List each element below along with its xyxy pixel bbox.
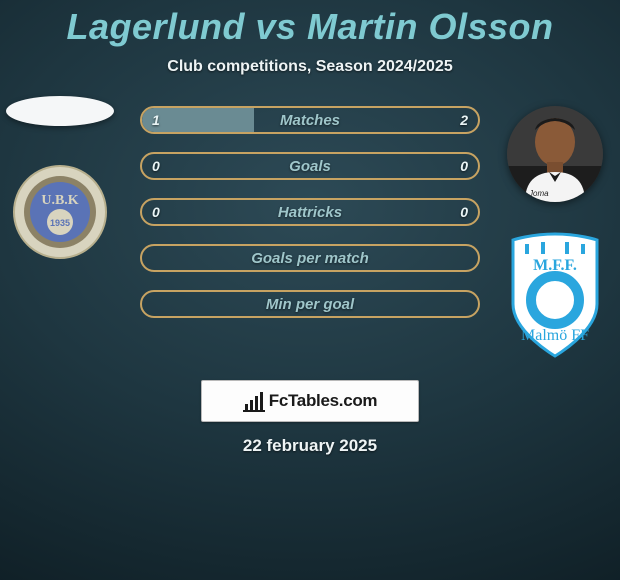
stat-bar: Min per goal (140, 290, 480, 318)
left-club-badge: U.B.K 1935 (12, 164, 108, 260)
right-player-column: Joma M.F.F. Malmö FF (500, 106, 610, 360)
right-club-label-text: Malmö FF (521, 327, 589, 344)
stat-right-value: 0 (460, 158, 468, 174)
content-root: Lagerlund vs Martin Olsson Club competit… (0, 0, 620, 580)
fctables-logo-text: FcTables.com (269, 391, 378, 411)
stat-bar: 12Matches (140, 106, 480, 134)
left-club-founded-text: 1935 (50, 218, 70, 228)
stat-left-value: 0 (152, 204, 160, 220)
stat-left-value: 0 (152, 158, 160, 174)
comparison-date: 22 february 2025 (0, 436, 620, 456)
page-subtitle: Club competitions, Season 2024/2025 (0, 58, 620, 76)
stat-label: Min per goal (142, 296, 478, 313)
comparison-layout: U.B.K 1935 Joma (0, 106, 620, 376)
page-title: Lagerlund vs Martin Olsson (0, 0, 620, 48)
stat-right-value: 0 (460, 204, 468, 220)
stat-right-value: 2 (460, 112, 468, 128)
left-player-avatar-placeholder (6, 96, 114, 126)
stat-label: Goals (142, 158, 478, 175)
stat-bar: 0 0Hattricks (140, 198, 480, 226)
fctables-logo[interactable]: FcTables.com (201, 380, 419, 422)
stat-bar: Goals per match (140, 244, 480, 272)
stat-label: Goals per match (142, 250, 478, 267)
svg-text:U.B.K: U.B.K (41, 193, 78, 208)
right-player-avatar: Joma (507, 106, 603, 202)
left-player-column: U.B.K 1935 (0, 96, 120, 260)
svg-text:Joma: Joma (528, 189, 549, 198)
right-club-badge: M.F.F. Malmö FF (501, 230, 609, 360)
stat-left-value: 1 (152, 112, 160, 128)
stat-label: Hattricks (142, 204, 478, 221)
bar-chart-icon (243, 390, 265, 412)
stat-bar: 0 0Goals (140, 152, 480, 180)
stat-bars: 12Matches00Goals00HattricksGoals per mat… (140, 106, 480, 318)
